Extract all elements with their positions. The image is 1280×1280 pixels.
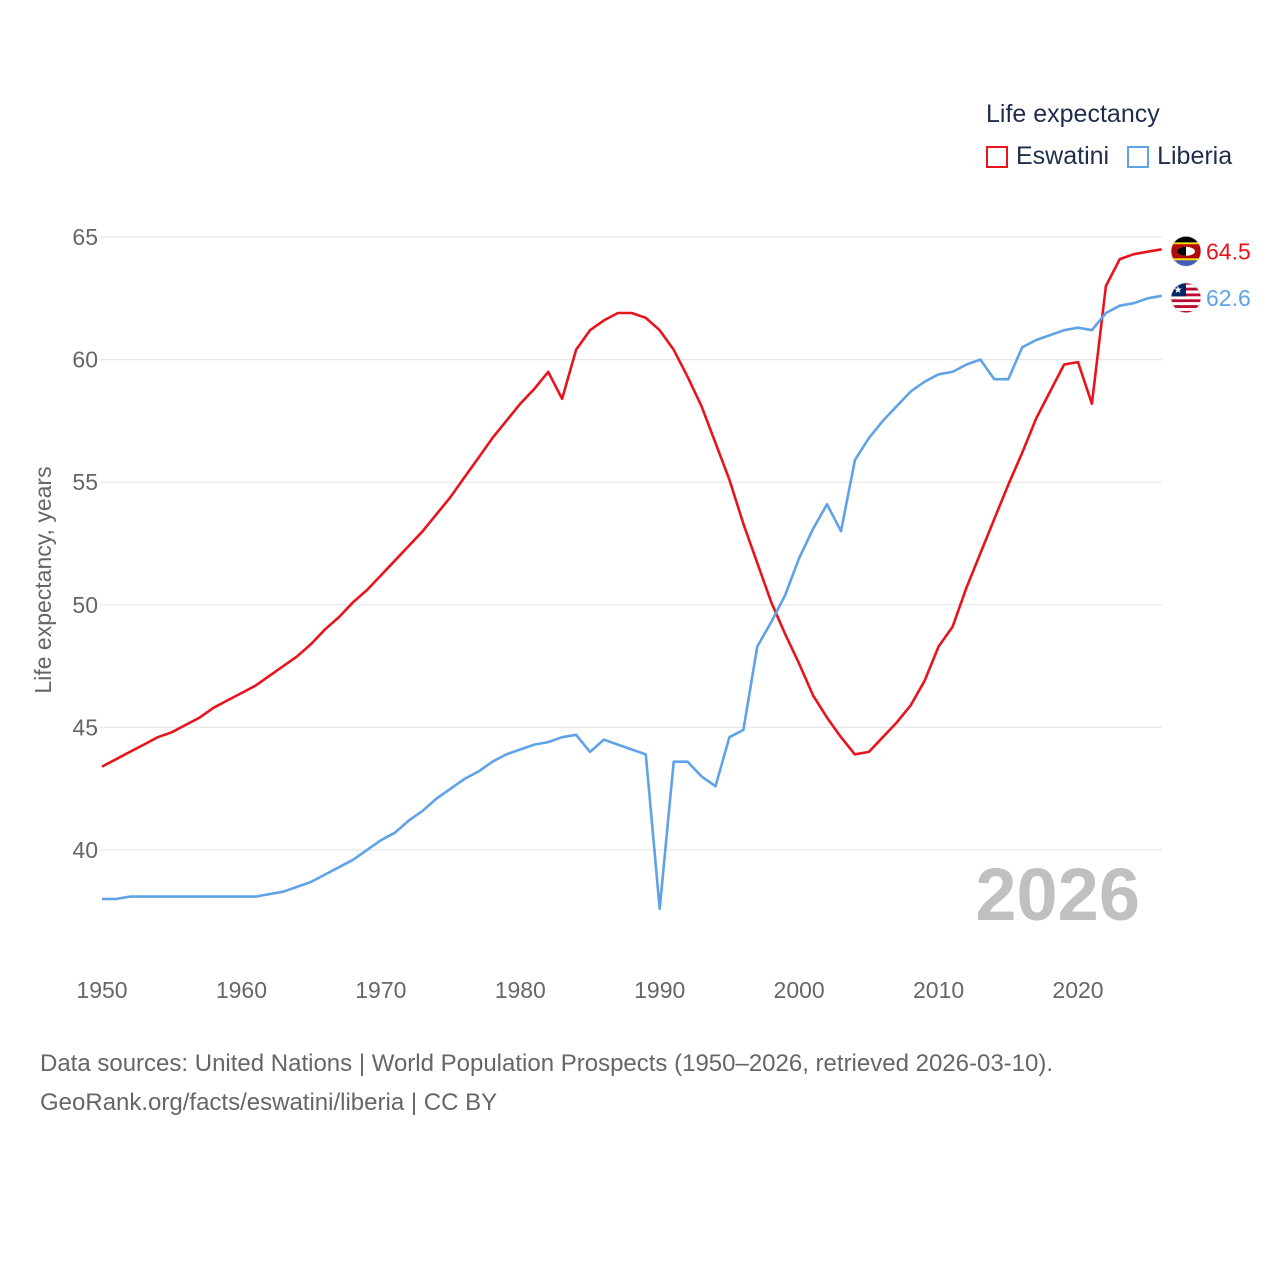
y-tick-label-55: 55 [72,469,98,495]
series-line-liberia [102,294,1162,911]
y-tick-label-40: 40 [72,837,98,863]
source-note: Data sources: United Nations | World Pop… [40,1044,1053,1122]
source-line-1: Data sources: United Nations | World Pop… [40,1050,1054,1077]
y-axis-ticks: 40 45 50 55 60 65 [72,224,98,863]
x-tick-label-2000: 2000 [774,977,825,1003]
end-labels: 64.5 ★ 62.6 [1170,235,1251,314]
year-watermark: 2026 [975,853,1140,936]
y-tick-label-45: 45 [72,714,98,740]
series-line-eswatini [101,248,1162,768]
x-tick-label-1950: 1950 [76,977,127,1003]
source-line-2[interactable]: GeoRank.org/facts/eswatini/liberia | CC … [40,1089,498,1116]
liberia-flag-icon: ★ [1170,282,1202,314]
y-tick-label-50: 50 [72,592,98,618]
legend: Eswatini Liberia [986,142,1250,171]
legend-swatch-eswatini [986,145,1008,168]
x-tick-label-2020: 2020 [1052,977,1103,1003]
legend-item-eswatini[interactable]: Eswatini [986,142,1109,171]
legend-title: Life expectancy [986,100,1160,128]
x-tick-label-2010: 2010 [913,977,964,1003]
x-tick-label-1970: 1970 [355,977,406,1003]
x-tick-label-1980: 1980 [495,977,546,1003]
y-tick-label-65: 65 [72,224,98,250]
legend-item-liberia[interactable]: Liberia [1127,142,1232,171]
end-label-eswatini: 64.5 [1206,238,1251,264]
svg-text:★: ★ [1174,285,1183,296]
series-lines [101,248,1162,911]
legend-label-liberia: Liberia [1157,142,1233,170]
x-tick-label-1990: 1990 [634,977,685,1003]
x-axis-ticks: 1950 1960 1970 1980 1990 2000 2010 2020 [76,977,1103,1003]
y-axis-label: Life expectancy, years [30,466,56,693]
legend-label-eswatini: Eswatini [1016,142,1110,170]
legend-swatch-liberia [1127,145,1150,168]
eswatini-flag-icon [1170,235,1202,267]
x-tick-label-1960: 1960 [216,977,267,1003]
end-label-liberia: 62.6 [1206,285,1251,311]
gridlines [100,236,1162,851]
y-tick-label-60: 60 [72,347,98,373]
